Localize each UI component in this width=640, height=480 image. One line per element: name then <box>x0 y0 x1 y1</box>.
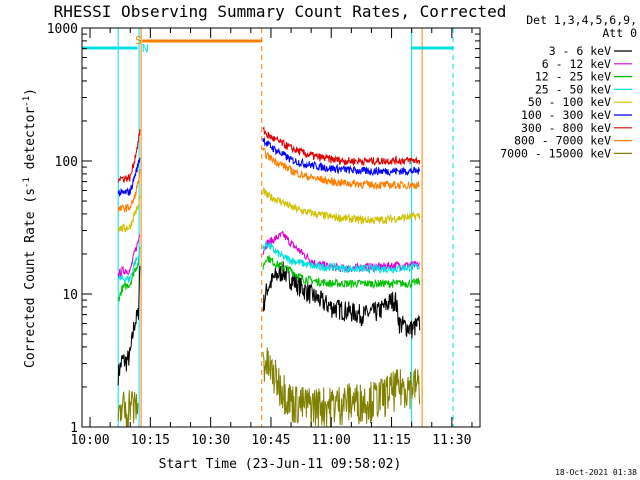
series-12-25-kev-seg1 <box>117 254 141 302</box>
legend-label: 12 - 25 keV <box>535 70 611 84</box>
series-12-25-kev-seg2 <box>262 255 421 290</box>
timestamp: 18-Oct-2021 01:38 <box>555 468 637 477</box>
x-tick-label: 11:30 <box>432 433 471 448</box>
series-100-300-kev-seg2 <box>262 136 421 177</box>
x-tick-label: 10:45 <box>251 433 290 448</box>
chart-title: RHESSI Observing Summary Count Rates, Co… <box>54 2 507 21</box>
legend-label: 6 - 12 keV <box>542 57 611 71</box>
legend-label: 3 - 6 keV <box>549 44 611 58</box>
series-6-12-kev-seg1 <box>117 234 141 278</box>
x-tick-label: 10:15 <box>131 433 170 448</box>
series-7000-15000-kev-seg1 <box>117 390 139 428</box>
plot-frame <box>81 27 481 428</box>
x-tick-label: 10:30 <box>191 433 230 448</box>
legend-label: 100 - 300 keV <box>521 108 611 122</box>
x-tick-label: 11:15 <box>372 433 411 448</box>
series-50-100-kev-seg1 <box>117 195 141 233</box>
series-25-50-kev-seg2 <box>262 241 421 275</box>
series-25-50-kev-seg1 <box>117 246 141 284</box>
axes: 1 10 100 1000 10:00 10:15 10:30 10:45 11:00 11:15… <box>47 22 481 448</box>
y-tick-label: 10 <box>62 288 78 303</box>
series-100-300-kev-seg1 <box>117 157 141 197</box>
series-7000-15000-kev-seg2 <box>262 347 421 428</box>
n-marker-label: N <box>142 42 149 55</box>
y-tick-label: 1 <box>70 421 78 436</box>
x-tick-label: 10:00 <box>70 433 109 448</box>
s-marker-label: S <box>135 34 142 47</box>
y-tick-label: 100 <box>55 155 78 170</box>
series-3-6-kev-seg1 <box>117 265 141 386</box>
legend-label: 800 - 7000 keV <box>514 134 611 148</box>
series-300-800-kev-seg1 <box>117 129 141 184</box>
legend-header-detectors: Det 1,3,4,5,6,9, <box>526 13 637 27</box>
y-tick-label: 1000 <box>47 22 78 37</box>
legend-label: 50 - 100 keV <box>528 95 611 109</box>
x-tick-label: 11:00 <box>312 433 351 448</box>
legend-label: 300 - 800 keV <box>521 121 611 135</box>
series-800-7000-kev-seg1 <box>117 169 141 213</box>
series-300-800-kev-seg2 <box>262 126 421 167</box>
series-800-7000-kev-seg2 <box>262 147 420 191</box>
legend-label: 25 - 50 keV <box>535 82 611 96</box>
series-50-100-kev-seg2 <box>262 186 421 226</box>
series-3-6-kev-seg2 <box>262 261 421 339</box>
data-layer: SN <box>82 28 454 428</box>
legend-header-attenuator: Att 0 <box>602 26 637 40</box>
y-axis-label: Corrected Count Rate (s-1 detector-1) <box>22 88 38 368</box>
legend-label: 7000 - 15000 keV <box>500 146 611 160</box>
x-axis-label: Start Time (23-Jun-11 09:58:02) <box>159 457 402 472</box>
